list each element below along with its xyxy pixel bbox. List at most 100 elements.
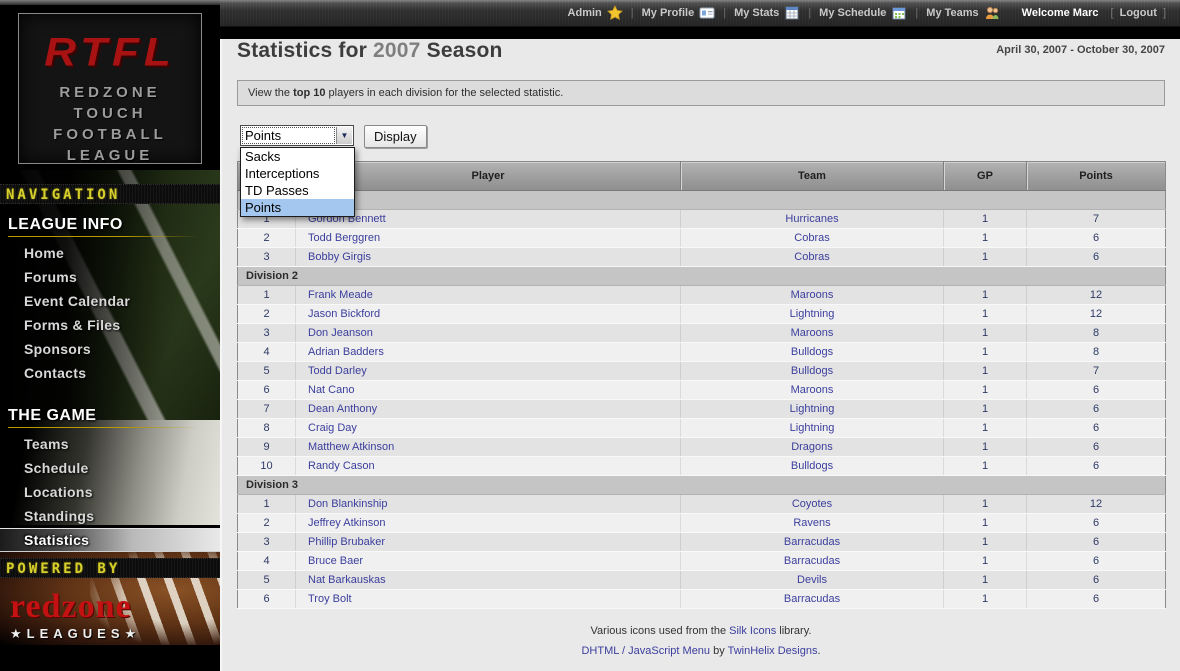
team-link[interactable]: Maroons — [790, 289, 834, 301]
sidebar-item-teams[interactable]: Teams — [24, 436, 69, 452]
player-link[interactable]: Don Jeanson — [308, 327, 373, 339]
points-cell: 6 — [1026, 570, 1166, 590]
player-link[interactable]: Troy Bolt — [308, 593, 352, 605]
team-link[interactable]: Cobras — [794, 251, 830, 263]
dhtml-menu-link[interactable]: DHTML / JavaScript Menu — [581, 645, 711, 657]
topbar-link-admin[interactable]: Admin — [568, 5, 623, 21]
sidebar-item-forms-files[interactable]: Forms & Files — [24, 317, 121, 333]
team-link[interactable]: Cobras — [794, 232, 830, 244]
player-link[interactable]: Todd Berggren — [308, 232, 381, 244]
silk-icons-link[interactable]: Silk Icons — [729, 625, 777, 637]
table-row: 2 Todd Berggren Cobras 1 6 — [237, 228, 1166, 248]
table-row: 5 Todd Darley Bulldogs 1 7 — [237, 361, 1166, 381]
team-link[interactable]: Barracudas — [783, 593, 841, 605]
points-cell: 6 — [1026, 228, 1166, 248]
sidebar-item-forums[interactable]: Forums — [24, 269, 78, 285]
gp-cell: 1 — [943, 570, 1027, 590]
team-link[interactable]: Bulldogs — [790, 460, 834, 472]
team-link[interactable]: Bulldogs — [790, 365, 834, 377]
player-cell: Nat Cano — [295, 380, 681, 400]
rank-cell: 9 — [237, 437, 296, 457]
dropdown-option-interceptions[interactable]: Interceptions — [245, 166, 320, 181]
chevron-down-icon[interactable]: ▼ — [336, 127, 352, 144]
statistic-select[interactable]: Points ▼ — [240, 125, 354, 146]
sidebar-item-sponsors[interactable]: Sponsors — [24, 341, 91, 357]
player-link[interactable]: Randy Cason — [308, 460, 375, 472]
team-link[interactable]: Barracudas — [783, 536, 841, 548]
player-link[interactable]: Frank Meade — [308, 289, 373, 301]
player-link[interactable]: Dean Anthony — [308, 403, 378, 415]
player-link[interactable]: Jeffrey Atkinson — [308, 517, 386, 529]
table-row: 3 Bobby Girgis Cobras 1 6 — [237, 247, 1166, 267]
team-link[interactable]: Bulldogs — [790, 346, 834, 358]
statistic-controls: Points ▼ Sacks Interceptions TD Passes Poin… — [237, 125, 1165, 217]
sidebar-item-event-calendar[interactable]: Event Calendar — [24, 293, 131, 309]
team-link[interactable]: Maroons — [790, 384, 834, 396]
points-cell: 6 — [1026, 456, 1166, 476]
topbar-link-my-stats[interactable]: My Stats — [734, 5, 800, 21]
team-cell: Maroons — [680, 380, 944, 400]
team-link[interactable]: Barracudas — [783, 555, 841, 567]
player-link[interactable]: Bobby Girgis — [308, 251, 371, 263]
team-link[interactable]: Lightning — [789, 403, 835, 415]
points-cell: 12 — [1026, 304, 1166, 324]
team-link[interactable]: Ravens — [793, 517, 831, 529]
sidebar-item-locations[interactable]: Locations — [24, 484, 93, 500]
topbar-link-my-schedule[interactable]: My Schedule — [819, 5, 907, 21]
team-link[interactable]: Devils — [797, 574, 827, 586]
dropdown-option-td-passes[interactable]: TD Passes — [245, 183, 309, 198]
table-row: 5 Nat Barkauskas Devils 1 6 — [237, 570, 1166, 590]
team-link[interactable]: Dragons — [791, 441, 833, 453]
table-row: 1 Frank Meade Maroons 1 12 — [237, 285, 1166, 305]
player-link[interactable]: Nat Barkauskas — [308, 574, 386, 586]
team-link[interactable]: Lightning — [789, 308, 835, 320]
gp-cell: 1 — [943, 342, 1027, 362]
gp-cell: 1 — [943, 304, 1027, 324]
player-link[interactable]: Matthew Atkinson — [308, 441, 395, 453]
team-cell: Coyotes — [680, 494, 944, 514]
team-link[interactable]: Lightning — [789, 422, 835, 434]
player-link[interactable]: Jason Bickford — [308, 308, 381, 320]
player-link[interactable]: Craig Day — [308, 422, 357, 434]
topbar-link-my-teams[interactable]: My Teams — [926, 5, 999, 21]
points-cell: 12 — [1026, 285, 1166, 305]
division-header-row: Division 2 — [237, 266, 1166, 286]
team-link[interactable]: Hurricanes — [785, 213, 839, 225]
logout-link[interactable]: Logout — [1119, 7, 1157, 19]
league-logo: RTFL REDZONE TOUCH FOOTBALL LEAGUE — [18, 13, 202, 164]
dropdown-option-points[interactable]: Points — [241, 199, 354, 216]
points-cell: 6 — [1026, 513, 1166, 533]
topbar-link-my-profile[interactable]: My Profile — [642, 5, 716, 21]
player-link[interactable]: Nat Cano — [308, 384, 355, 396]
league-logo-line: LEAGUE — [66, 147, 154, 164]
rank-cell: 3 — [237, 323, 296, 343]
redzone-leagues-logo: redzone ★LEAGUES★ — [0, 578, 220, 671]
sidebar-item-schedule[interactable]: Schedule — [24, 460, 89, 476]
display-button[interactable]: Display — [364, 125, 427, 148]
player-cell: Todd Darley — [295, 361, 681, 381]
sidebar-item-statistics[interactable]: Statistics — [0, 528, 220, 552]
player-link[interactable]: Don Blankinship — [308, 498, 388, 510]
section-title-the-game: THE GAME — [8, 407, 220, 428]
player-link[interactable]: Bruce Baer — [308, 555, 364, 567]
points-cell: 8 — [1026, 342, 1166, 362]
points-cell: 7 — [1026, 209, 1166, 229]
player-link[interactable]: Phillip Brubaker — [308, 536, 386, 548]
logout-wrap: [ Logout ] — [1110, 7, 1166, 19]
sidebar-item-standings[interactable]: Standings — [24, 508, 95, 524]
team-link[interactable]: Maroons — [790, 327, 834, 339]
dropdown-option-sacks[interactable]: Sacks — [245, 149, 281, 164]
sidebar-item-contacts[interactable]: Contacts — [24, 365, 87, 381]
league-logo-line: FOOTBALL — [53, 126, 167, 143]
sidebar-item-home[interactable]: Home — [24, 245, 65, 261]
player-link[interactable]: Todd Darley — [308, 365, 367, 377]
player-link[interactable]: Adrian Badders — [308, 346, 384, 358]
statistic-dropdown-list: Sacks Interceptions TD Passes Points — [240, 147, 355, 217]
gp-cell: 1 — [943, 532, 1027, 552]
points-cell: 8 — [1026, 323, 1166, 343]
gp-cell: 1 — [943, 399, 1027, 419]
division-name: Division 1 — [237, 190, 1166, 210]
team-link[interactable]: Coyotes — [791, 498, 833, 510]
twinhelix-link[interactable]: TwinHelix Designs — [727, 645, 818, 657]
table-row: 4 Adrian Badders Bulldogs 1 8 — [237, 342, 1166, 362]
